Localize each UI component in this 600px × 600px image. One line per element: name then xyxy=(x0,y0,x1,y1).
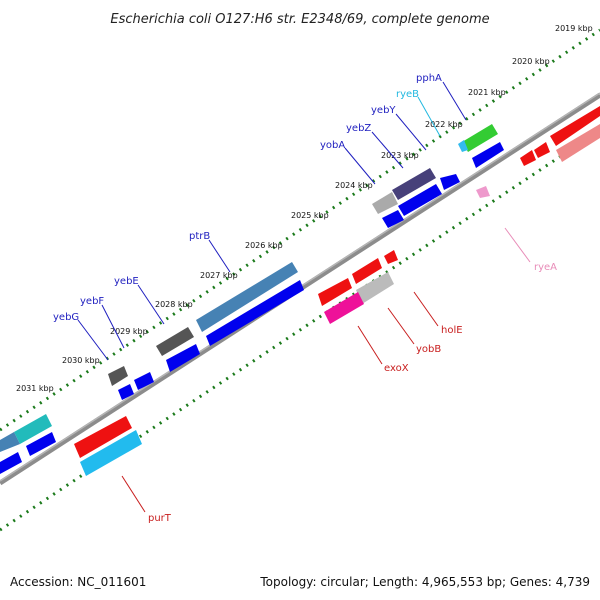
outer-tick-track xyxy=(0,28,600,432)
cds-arrow xyxy=(134,372,154,390)
gene-label-ryeB[interactable]: ryeB xyxy=(396,89,419,100)
gene-ryeB-block[interactable] xyxy=(458,140,468,152)
gene-label-ryeA[interactable]: ryeA xyxy=(534,262,557,273)
gene-label-yobA[interactable]: yobA xyxy=(320,140,345,151)
gene-label-purT[interactable]: purT xyxy=(148,513,172,524)
gene-label-holE[interactable]: holE xyxy=(441,325,463,336)
gene-label-ptrB[interactable]: ptrB xyxy=(189,231,210,242)
cds-arrow xyxy=(520,150,536,166)
genome-summary-text: Topology: circular; Length: 4,965,553 bp… xyxy=(260,575,590,589)
tick-label-2020: 2020 kbp xyxy=(512,57,550,66)
tick-label-2024: 2024 kbp xyxy=(335,181,373,190)
cds-arrow xyxy=(318,278,352,306)
tick-label-2027: 2027 kbp xyxy=(200,271,238,280)
tick-label-2029: 2029 kbp xyxy=(110,327,148,336)
gene-label-exoX[interactable]: exoX xyxy=(384,363,409,374)
tick-label-2022: 2022 kbp xyxy=(425,120,463,129)
gene-left-edge-block[interactable] xyxy=(0,432,20,452)
gene-pphA-block[interactable] xyxy=(462,124,498,152)
tick-label-2030: 2030 kbp xyxy=(62,356,100,365)
tick-label-2025: 2025 kbp xyxy=(291,211,329,220)
gene-label-yebY[interactable]: yebY xyxy=(371,105,396,116)
tick-label-2019: 2019 kbp xyxy=(555,24,593,33)
gene-label-pphA[interactable]: pphA xyxy=(416,73,442,84)
map-title: Escherichia coli O127:H6 str. E2348/69, … xyxy=(110,12,489,27)
forward-strand-genes xyxy=(0,124,504,474)
reverse-strand-genes xyxy=(74,106,600,476)
cds-arrow xyxy=(382,210,404,228)
tick-label-2031: 2031 kbp xyxy=(16,384,54,393)
cds-arrow xyxy=(74,416,132,458)
cds-arrow xyxy=(440,174,460,190)
gene-label-yebE[interactable]: yebE xyxy=(114,276,139,287)
cds-arrow xyxy=(0,452,22,474)
tick-label-2026: 2026 kbp xyxy=(245,241,283,250)
gene-yebE-block[interactable] xyxy=(156,327,194,356)
gene-top-red-block[interactable] xyxy=(550,106,600,146)
gene-label-yebF[interactable]: yebF xyxy=(80,296,104,307)
tick-label-2021: 2021 kbp xyxy=(468,88,506,97)
cds-arrow xyxy=(26,432,56,456)
cds-arrow xyxy=(166,344,200,372)
gene-purT-block[interactable] xyxy=(80,430,142,476)
gene-top-pink-block[interactable] xyxy=(556,124,600,162)
tick-label-2023: 2023 kbp xyxy=(381,151,419,160)
gene-label-yebG[interactable]: yebG xyxy=(53,312,79,323)
cds-arrow xyxy=(118,384,134,400)
cds-arrow xyxy=(472,142,504,168)
gene-left-cyan-block[interactable] xyxy=(14,414,52,444)
gene-holE-block[interactable] xyxy=(384,250,398,264)
tick-labels: 2019 kbp 2020 kbp 2021 kbp 2022 kbp 2023… xyxy=(16,24,593,393)
gene-yobB-block[interactable] xyxy=(356,272,394,304)
gene-exoX-block[interactable] xyxy=(324,292,364,324)
cds-arrow xyxy=(206,280,304,346)
gene-ryeA-block[interactable] xyxy=(476,186,490,198)
gene-labels: pphA ryeB yebY yebZ yobA ptrB yebE yebF … xyxy=(53,73,557,524)
cds-arrow xyxy=(352,258,382,284)
gene-yebY-block[interactable] xyxy=(392,168,436,200)
gene-yebG-block[interactable] xyxy=(108,366,128,386)
gene-yobA-block[interactable] xyxy=(372,192,398,214)
cds-arrow xyxy=(534,142,550,158)
cds-arrow xyxy=(398,184,442,216)
accession-text: Accession: NC_011601 xyxy=(10,575,147,589)
gene-label-yobB[interactable]: yobB xyxy=(416,344,441,355)
gene-label-yebZ[interactable]: yebZ xyxy=(346,123,371,134)
tick-label-2028: 2028 kbp xyxy=(155,300,193,309)
gene-ptrB-block[interactable] xyxy=(196,262,298,332)
leader-lines xyxy=(77,81,531,513)
